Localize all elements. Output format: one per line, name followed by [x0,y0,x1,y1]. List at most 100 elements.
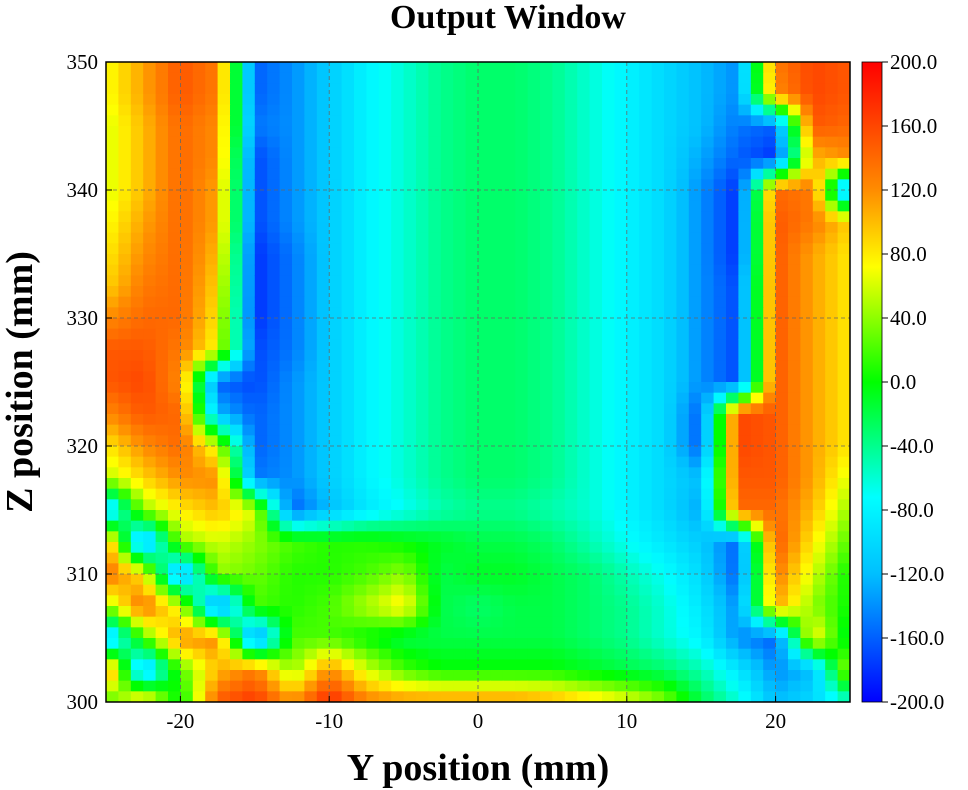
colorbar-tick-label: -120.0 [890,562,944,586]
heatmap-cell [242,115,256,127]
heatmap-cell [304,542,318,554]
heatmap-cell [341,264,355,276]
heatmap-cell [316,179,330,191]
heatmap-cell [651,115,665,127]
heatmap-cell [217,136,231,148]
heatmap-cell [651,648,665,660]
heatmap-cell [391,574,405,586]
heatmap-cell [564,190,578,202]
heatmap-cell [763,104,777,116]
heatmap-cell [366,83,380,95]
heatmap-cell [453,435,467,447]
heatmap-cell [155,147,169,159]
heatmap-cell [304,232,318,244]
heatmap-cell [180,499,194,511]
heatmap-cell [205,563,219,575]
heatmap-cell [726,403,739,415]
heatmap-cell [651,232,665,244]
heatmap-cell [502,168,516,180]
heatmap-cell [490,595,504,607]
heatmap-cell [254,435,268,447]
heatmap-cell [316,136,330,148]
heatmap-cell [540,179,553,191]
heatmap-cell [763,360,777,372]
heatmap-cell [329,83,343,95]
heatmap-cell [564,552,578,564]
heatmap-cell [205,510,219,522]
heatmap-cell [515,392,529,404]
heatmap-cell [639,680,653,692]
heatmap-cell [465,531,479,543]
heatmap-cell [354,499,367,511]
heatmap-cell [329,424,343,436]
heatmap-cell [527,659,541,671]
heatmap-cell [292,371,305,383]
heatmap-cell [428,350,442,362]
heatmap-cell [118,606,132,618]
heatmap-cell [490,136,504,148]
heatmap-cell [763,83,777,95]
heatmap-cell [354,328,367,340]
heatmap-cell [267,371,281,383]
colorbar-tick-label: -80.0 [890,498,934,522]
heatmap-cell [230,520,243,532]
heatmap-cell [750,222,764,234]
heatmap-cell [143,158,157,170]
heatmap-cell [750,392,764,404]
heatmap-cell [230,648,243,660]
heatmap-cell [106,552,119,564]
heatmap-cell [440,456,454,468]
heatmap-cell [639,467,653,479]
heatmap-cell [403,584,417,596]
heatmap-cell [664,136,677,148]
heatmap-cell [676,190,690,202]
heatmap-cell [416,318,429,330]
heatmap-cell [205,414,219,426]
heatmap-cell [465,616,479,628]
heatmap-cell [837,659,850,671]
heatmap-cell [726,115,739,127]
heatmap-cell [316,691,330,702]
heatmap-cell [242,232,256,244]
heatmap-cell [106,446,119,458]
heatmap-cell [453,638,467,650]
heatmap-cell [168,190,181,202]
heatmap-cell [713,563,727,575]
heatmap-cell [354,424,367,436]
heatmap-cell [664,296,677,308]
heatmap-cell [775,286,789,298]
heatmap-cell [279,606,293,618]
heatmap-cell [552,542,566,554]
heatmap-cell [106,200,119,212]
heatmap-cell [453,648,467,660]
heatmap-cell [391,211,405,223]
heatmap-cell [391,510,405,522]
heatmap-cell [403,638,417,650]
heatmap-cell [217,446,231,458]
heatmap-cell [614,627,628,639]
heatmap-cell [118,72,132,84]
heatmap-cell [515,563,529,575]
x-tick-label: -20 [166,709,194,733]
heatmap-cell [564,286,578,298]
heatmap-cell [837,94,850,106]
heatmap-cell [192,691,206,702]
heatmap-cell [800,414,814,426]
heatmap-cell [589,83,603,95]
heatmap-cell [738,200,752,212]
heatmap-cell [701,94,715,106]
heatmap-cell [527,211,541,223]
heatmap-cell [800,382,814,394]
heatmap-cell [391,94,405,106]
heatmap-cell [825,595,839,607]
heatmap-cell [217,158,231,170]
heatmap-cell [453,83,467,95]
heatmap-cell [465,222,479,234]
heatmap-cell [478,371,491,383]
heatmap-cell [713,243,727,255]
heatmap-cell [688,243,702,255]
heatmap-cell [254,574,268,586]
heatmap-cell [837,211,850,223]
heatmap-cell [440,520,454,532]
